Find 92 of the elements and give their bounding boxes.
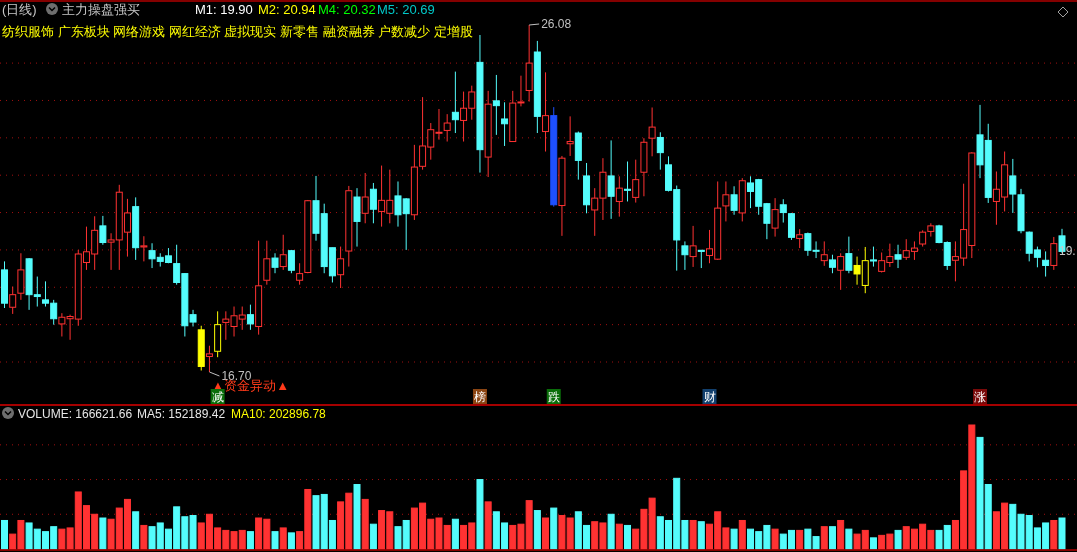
candlestick <box>656 131 664 171</box>
candlestick <box>443 113 451 143</box>
bar <box>615 523 623 550</box>
bar <box>533 510 541 550</box>
candlestick <box>722 180 730 222</box>
candlestick <box>542 71 550 153</box>
text: 财 <box>703 390 716 404</box>
text: 跌 <box>547 390 560 404</box>
annotation: 26.08 <box>541 17 572 31</box>
bar <box>796 529 804 550</box>
bar <box>353 484 361 550</box>
text: MA10: 202896.78 <box>231 407 327 421</box>
candlestick <box>730 185 738 216</box>
candlestick <box>337 246 345 289</box>
candlestick <box>279 234 287 271</box>
candlestick <box>689 225 697 268</box>
bar <box>730 528 738 550</box>
bar <box>845 528 853 550</box>
candlestick <box>615 175 623 218</box>
bar <box>607 513 615 550</box>
bar <box>828 526 836 550</box>
bar <box>542 517 550 550</box>
bar <box>132 511 140 550</box>
candlestick <box>787 212 795 241</box>
candlestick <box>246 304 254 331</box>
bar <box>1050 519 1058 550</box>
bar <box>279 527 287 550</box>
bar <box>771 528 779 550</box>
bar <box>689 519 697 550</box>
candlestick <box>205 345 213 373</box>
candlestick <box>451 71 459 134</box>
bar <box>99 517 107 550</box>
bar <box>369 523 377 550</box>
candlestick <box>296 262 304 286</box>
candlestick <box>624 161 632 202</box>
bar <box>484 501 492 550</box>
text: MA5: 152189.42 <box>137 407 226 421</box>
bar <box>1058 517 1066 550</box>
bar <box>697 521 705 550</box>
candlestick <box>837 252 845 291</box>
annotation: 纺织服饰 广东板块 网络游戏 网红经济 虚拟现实 新零售 融资融券 户数减少 定增股 <box>2 24 473 39</box>
text: M4: 20.32 <box>318 2 376 17</box>
text: 减 <box>211 390 224 404</box>
candlestick <box>1050 236 1058 271</box>
candlestick <box>607 139 615 220</box>
bar <box>140 524 148 550</box>
bar <box>476 479 484 550</box>
candlestick <box>632 159 640 204</box>
bar <box>287 532 295 550</box>
candlestick <box>99 215 107 246</box>
bar <box>624 524 632 550</box>
bar <box>820 526 828 550</box>
bar <box>1 519 8 550</box>
bar <box>361 498 369 550</box>
text: VOLUME: 166621.66 <box>18 407 133 421</box>
text: 榜 <box>473 390 486 404</box>
candlestick <box>566 115 574 157</box>
annotation: 19. <box>1059 244 1076 259</box>
candlestick <box>369 182 377 224</box>
candlestick <box>492 74 500 136</box>
candlestick <box>271 252 279 274</box>
candlestick <box>17 252 25 301</box>
candlestick <box>263 240 271 286</box>
text: (日线) <box>2 2 37 17</box>
candlestick <box>501 101 509 147</box>
text: 涨 <box>974 390 987 404</box>
candlestick <box>648 107 656 157</box>
candlestick <box>845 236 853 274</box>
candlestick <box>681 240 689 271</box>
text: M5: 20.69 <box>377 2 435 17</box>
bar <box>451 518 459 550</box>
bar <box>894 529 902 550</box>
text: 主力操盘强买 <box>62 2 140 17</box>
candlestick <box>9 286 17 315</box>
candlestick <box>779 198 787 224</box>
candlestick <box>820 240 828 267</box>
candlestick <box>1042 250 1050 278</box>
bar <box>837 519 845 550</box>
candlestick <box>796 228 804 249</box>
candlestick <box>894 244 902 269</box>
bar <box>869 537 877 550</box>
bar <box>738 519 746 550</box>
candlestick <box>771 197 779 238</box>
candlestick <box>828 254 836 274</box>
candlestick <box>869 246 877 268</box>
text: M2: 20.94 <box>258 2 316 17</box>
bar <box>246 531 254 550</box>
candlestick <box>140 235 148 262</box>
candlestick <box>361 172 369 224</box>
bar <box>271 531 279 550</box>
bar <box>550 507 558 550</box>
text: M1: 19.90 <box>195 2 253 17</box>
